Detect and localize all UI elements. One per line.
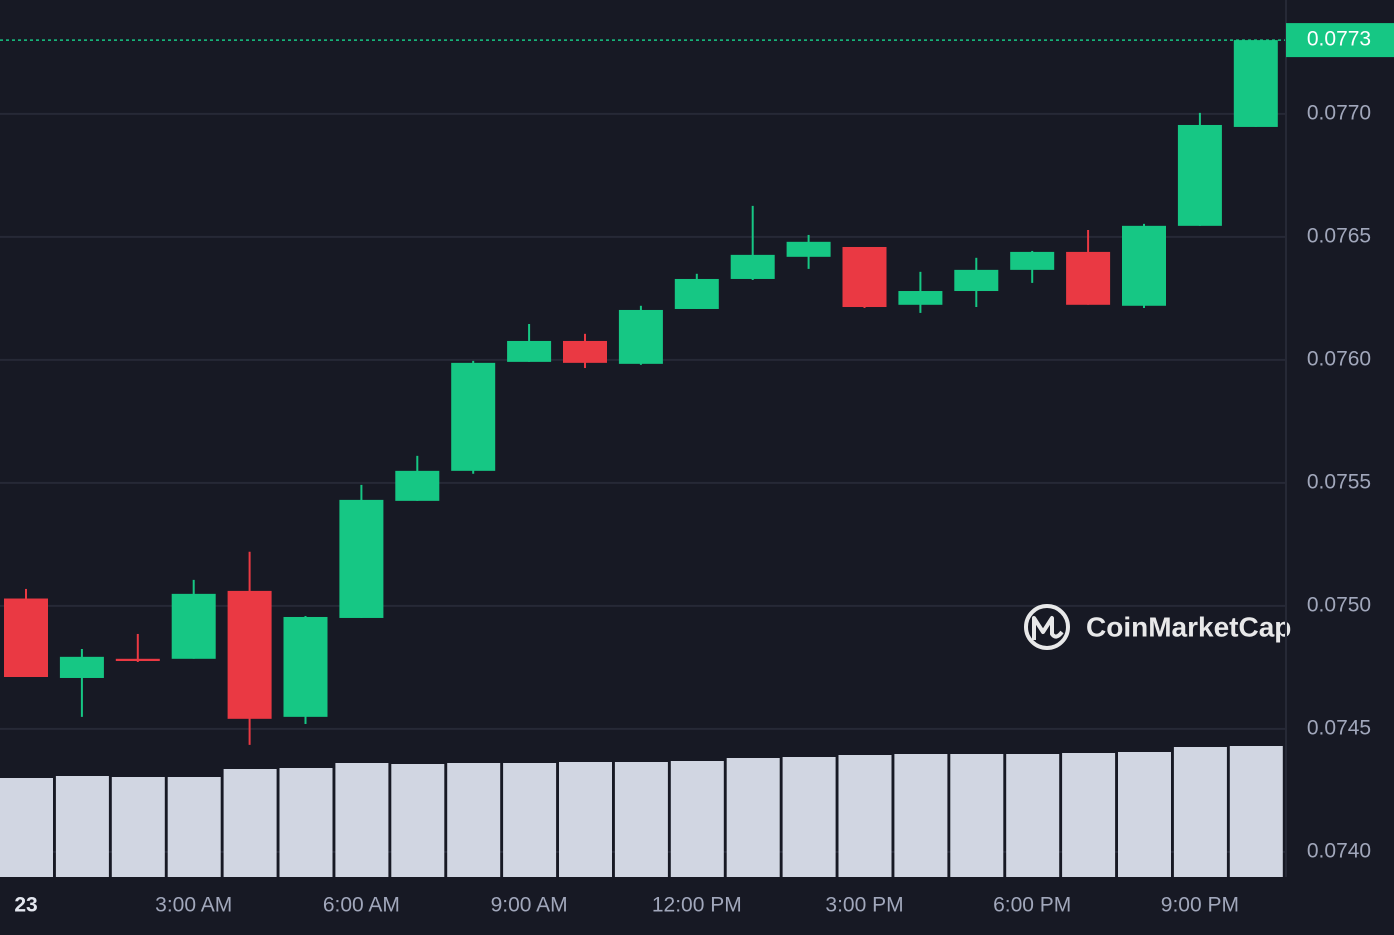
volume-bar [55,776,109,877]
y-tick-label: 0.0745 [1307,716,1371,739]
y-tick-label: 0.0770 [1307,101,1371,124]
candle-body [1010,251,1055,270]
candle-body [1177,124,1222,226]
volume-bar [559,762,612,877]
candle-body [115,658,160,662]
candle-body [59,656,104,678]
watermark-logo-mark [1032,616,1064,640]
watermark: CoinMarketCap [1024,604,1291,650]
candle-body [954,269,999,292]
volume-bar [391,764,445,877]
volume-bar [1062,753,1116,877]
x-tick-label: 9:00 PM [1161,894,1239,917]
volume-bar [223,769,277,877]
volume-bar [894,754,948,877]
y-tick-label: 0.0740 [1307,839,1371,862]
volume-layer [0,746,1283,877]
volume-bar [447,763,501,877]
volume-bar [838,755,892,877]
candle-body [507,340,552,362]
volume-bar [670,761,724,877]
candle-body [339,499,384,618]
y-tick-label: 0.0765 [1307,224,1371,247]
volume-bar [503,763,557,877]
volume-bar [950,754,1004,877]
x-tick-label: 6:00 PM [993,894,1071,917]
candle-body [563,340,607,363]
last-price-label: 0.0773 [1307,28,1371,51]
candle-body [4,598,48,677]
candle-body [1066,251,1111,305]
candle-body [171,593,216,659]
volume-bar [782,757,836,877]
x-tick-label: 6:00 AM [323,894,400,917]
volume-bar [1173,747,1227,877]
candle-body [898,291,943,305]
volume-bar [1229,746,1283,877]
candle-body [451,362,496,471]
candles-layer [4,40,1278,745]
candle-body [842,246,887,308]
x-tick-label: 9:00 AM [491,894,568,917]
x-tick-label: 3:00 AM [155,894,232,917]
volume-bar [279,768,333,877]
volume-bar [335,763,389,877]
volume-bar [111,777,165,877]
candle-body [1122,225,1166,306]
y-tick-label: 0.0760 [1307,347,1371,370]
volume-bar [614,762,668,877]
volume-bar [1006,754,1060,877]
candle-body [227,590,272,719]
x-tick-label: 3:00 PM [825,894,903,917]
candle-body [1233,40,1278,127]
candle-body [786,241,831,257]
y-tick-label: 0.0750 [1307,593,1371,616]
watermark-logo [1024,604,1070,650]
volume-bar [726,758,780,877]
candle-body [618,309,663,364]
volume-bar [167,777,221,877]
candle-body [395,470,440,501]
watermark-text: CoinMarketCap [1086,611,1291,642]
x-tick-label: 23 [14,894,37,917]
candle-body [283,616,328,717]
volume-bar [0,778,53,877]
y-tick-label: 0.0755 [1307,470,1371,493]
x-tick-label: 12:00 PM [652,894,742,917]
candle-body [730,254,775,279]
last-price-tag [1286,23,1394,58]
candle-body [674,278,719,309]
volume-bar [1118,752,1171,877]
